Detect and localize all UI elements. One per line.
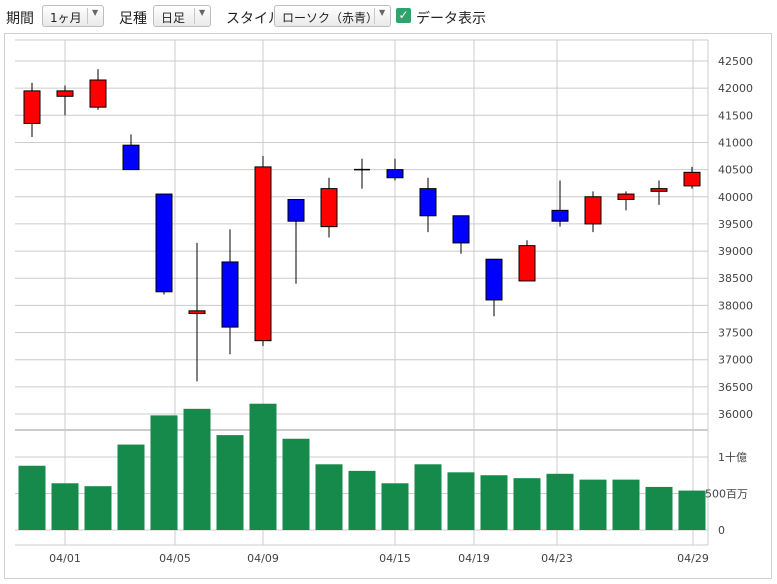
chevron-down-icon: ▼ <box>379 8 386 17</box>
dropdown-separator <box>87 8 88 24</box>
candle-body-up <box>617 193 635 200</box>
candle-body-up <box>254 166 272 342</box>
date-tick-label: 04/01 <box>49 552 81 565</box>
price-tick-label: 37000 <box>718 354 753 367</box>
price-tick-label: 42500 <box>718 55 753 68</box>
price-tick-label: 38000 <box>718 299 753 312</box>
volume-bar <box>84 486 112 530</box>
date-tick-label: 04/09 <box>247 552 279 565</box>
grid-lines <box>15 39 709 546</box>
volume-bar <box>216 435 244 530</box>
price-tick-label: 39000 <box>718 245 753 258</box>
candle-body-up <box>518 245 536 282</box>
price-tick-label: 40000 <box>718 191 753 204</box>
date-tick-label: 04/15 <box>379 552 411 565</box>
date-tick-label: 04/19 <box>458 552 490 565</box>
candle-body-up <box>23 90 41 124</box>
chart-frame <box>4 33 772 579</box>
volume-bar <box>183 408 211 530</box>
volume-tick-label: 1十億 <box>718 450 747 464</box>
period-label: 期間 <box>6 11 34 27</box>
interval-dropdown[interactable]: 日足 ▼ <box>153 5 211 27</box>
volume-bar <box>480 475 508 530</box>
dropdown-separator <box>194 8 195 24</box>
volume-bar <box>645 486 673 530</box>
price-tick-label: 38500 <box>718 272 753 285</box>
candle-body-down <box>419 188 437 217</box>
style-label: スタイル <box>226 11 282 27</box>
candle-body-up <box>89 79 107 108</box>
period-value: 1ヶ月 <box>50 11 82 25</box>
price-tick-label: 36000 <box>718 408 753 421</box>
volume-bar <box>513 478 541 530</box>
chevron-down-icon: ▼ <box>199 8 206 17</box>
price-tick-label: 41500 <box>718 109 753 122</box>
price-tick-label: 42000 <box>718 82 753 95</box>
price-tick-label: 40500 <box>718 164 753 177</box>
volume-tick-label: 0 <box>718 524 725 537</box>
volume-bar <box>678 490 706 530</box>
candle-body-up <box>683 171 701 187</box>
dropdown-separator <box>374 8 375 24</box>
candle-body-down <box>221 261 239 328</box>
volume-bar <box>579 479 607 530</box>
candle-body-down <box>122 144 140 171</box>
check-icon: ✓ <box>398 8 409 22</box>
candle-body-up <box>650 188 668 192</box>
volume-bar <box>414 464 442 530</box>
volume-bar <box>282 438 310 530</box>
candle-body-down <box>287 198 305 222</box>
volume-bar <box>249 403 277 530</box>
volume-tick-label: 500百万 <box>705 488 748 501</box>
show-data-checkbox[interactable]: ✓ <box>396 8 411 23</box>
volume-bars <box>18 403 706 530</box>
style-value: ローソク（赤青） <box>282 11 379 25</box>
style-dropdown[interactable]: ローソク（赤青） ▼ <box>274 5 391 27</box>
candle-body-down <box>155 193 173 293</box>
candle-body-up <box>188 310 206 315</box>
date-tick-label: 04/29 <box>677 552 709 565</box>
price-tick-label: 36500 <box>718 381 753 394</box>
candle-body-up <box>320 188 338 228</box>
volume-bar <box>612 479 640 530</box>
price-tick-label: 37500 <box>718 327 753 340</box>
toolbar: 期間 1ヶ月 ▼ 足種 日足 ▼ スタイル ローソク（赤青） ▼ ✓ データ表示 <box>0 0 777 34</box>
candles <box>23 69 701 382</box>
volume-bar <box>348 470 376 530</box>
candle-body-down <box>386 169 404 179</box>
candle-body-up <box>584 196 602 225</box>
show-data-label: データ表示 <box>416 11 486 27</box>
interval-value: 日足 <box>161 11 186 25</box>
chevron-down-icon: ▼ <box>92 8 99 17</box>
candle-body-up <box>56 90 74 97</box>
volume-bar <box>117 444 145 530</box>
volume-bar <box>546 473 574 530</box>
candle-body-down <box>452 215 470 244</box>
period-dropdown[interactable]: 1ヶ月 ▼ <box>42 5 104 27</box>
price-tick-label: 39500 <box>718 218 753 231</box>
date-tick-label: 04/23 <box>541 552 573 565</box>
volume-bar <box>381 483 409 530</box>
volume-bar <box>315 464 343 530</box>
date-tick-label: 04/05 <box>159 552 191 565</box>
volume-bar <box>150 415 178 530</box>
interval-label: 足種 <box>119 11 147 27</box>
candle-body-down <box>485 258 503 301</box>
volume-bar <box>18 465 46 530</box>
candle-body-down <box>551 209 569 222</box>
volume-bar <box>447 472 475 530</box>
axis-labels: 36000 36500 37000 37500 38000 38500 39000 39500… <box>49 55 753 565</box>
price-tick-label: 41000 <box>718 136 753 149</box>
volume-bar <box>51 483 79 530</box>
